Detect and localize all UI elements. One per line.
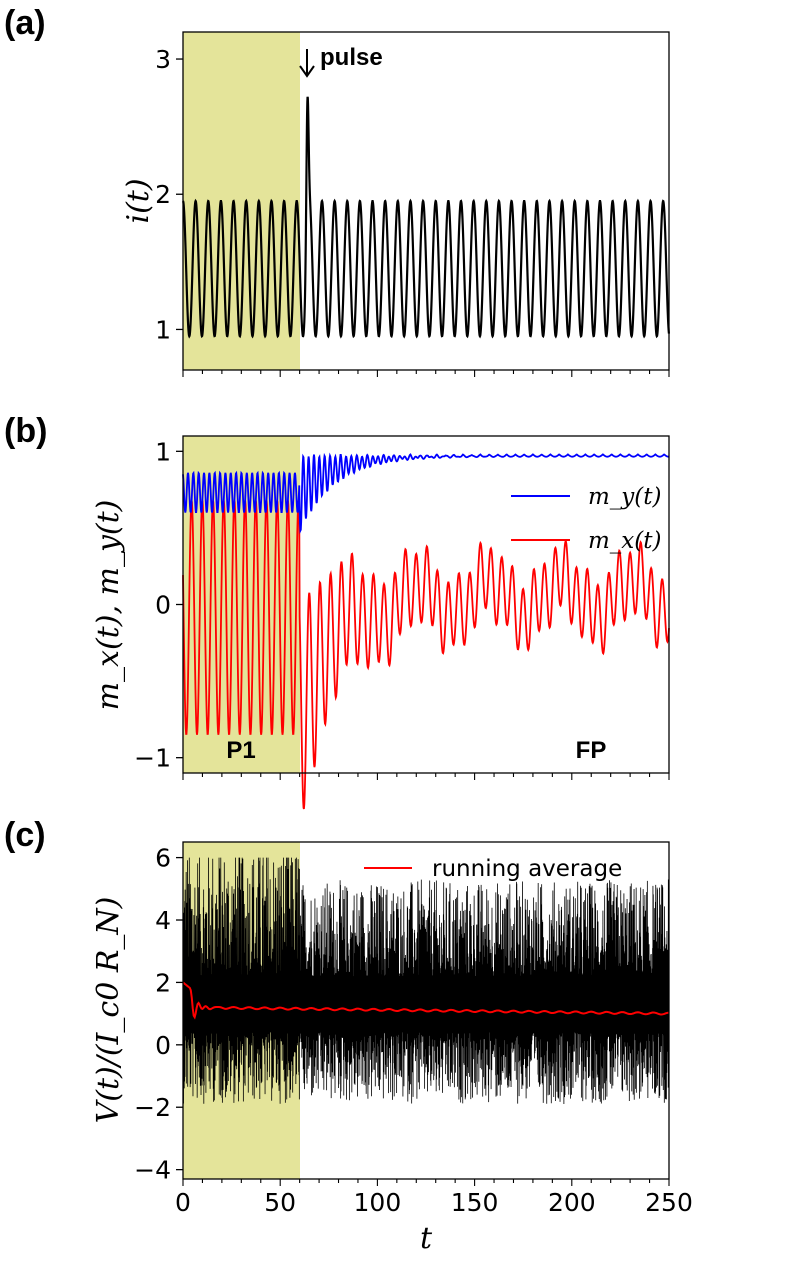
y-tick-label: 2 <box>155 968 171 997</box>
y-tick-label: 0 <box>155 591 171 620</box>
x-tick-label: 100 <box>354 1188 402 1217</box>
panel-b-series-mx <box>182 500 670 810</box>
y-tick-label: 2 <box>155 180 171 209</box>
panel-c-series-v <box>182 857 670 1105</box>
region-label-p1: P1 <box>226 737 255 764</box>
y-tick-label: −2 <box>134 1093 171 1122</box>
region-label-fp: FP <box>576 737 607 764</box>
panel-c-y-label: V(t)/(I_c0 R_N) <box>91 897 126 1124</box>
panel-b-x-ticks <box>182 773 670 780</box>
panel-c-x-ticks: 0 50 100 150 200 250 <box>175 1179 693 1217</box>
panel-a-y-ticks: 1 2 3 <box>155 45 183 344</box>
panel-b-legend: m_y(t) m_x(t) <box>511 484 662 554</box>
x-tick-label: 50 <box>264 1188 296 1217</box>
legend-label-my: m_y(t) <box>588 484 662 510</box>
y-tick-label: 3 <box>155 45 171 74</box>
panel-a-x-ticks <box>182 370 670 377</box>
panel-b-label: (b) <box>4 412 47 450</box>
x-tick-label: 250 <box>645 1188 693 1217</box>
y-tick-label: 4 <box>155 906 171 935</box>
pulse-label: pulse <box>320 44 383 71</box>
y-tick-label: −1 <box>134 744 171 773</box>
panel-c-legend: running average <box>364 856 622 882</box>
y-tick-label: 6 <box>155 844 171 873</box>
x-tick-label: 150 <box>451 1188 499 1217</box>
panel-b-y-label: m_x(t), m_y(t) <box>91 500 126 711</box>
panel-c-series-running-average <box>182 981 670 1020</box>
y-tick-label: −4 <box>134 1156 171 1185</box>
panel-a: (a) 1 2 3 i(t) pulse <box>4 4 671 377</box>
panel-b-series-my <box>182 452 670 534</box>
panel-c-y-ticks: −4 −2 0 2 4 6 <box>134 844 183 1185</box>
x-tick-label: 0 <box>175 1188 191 1217</box>
y-tick-label: 0 <box>155 1031 171 1060</box>
y-tick-label: 1 <box>155 437 171 466</box>
x-tick-label: 200 <box>548 1188 596 1217</box>
pulse-arrow-head <box>299 65 315 78</box>
panel-c: (c) −4 −2 0 2 4 6 0 50 100 150 200 250 V(t)/(I_c0 … <box>4 816 693 1256</box>
panel-b: (b) −1 0 1 m_x(t), m_y(t) P1 FP m_y(t) m_x… <box>4 412 670 810</box>
legend-label-running-average: running average <box>432 856 622 882</box>
legend-label-mx: m_x(t) <box>588 528 661 554</box>
pulse-annotation: pulse <box>299 44 383 78</box>
panel-a-label: (a) <box>4 4 46 42</box>
panel-c-frame <box>182 841 670 1180</box>
panel-b-y-ticks: −1 0 1 <box>134 437 183 773</box>
panel-c-label: (c) <box>4 816 46 854</box>
panel-a-series-i <box>182 96 671 339</box>
y-tick-label: 1 <box>155 315 171 344</box>
panel-c-x-label: t <box>420 1221 433 1256</box>
panel-a-y-label: i(t) <box>121 178 156 223</box>
panel-a-frame <box>182 31 670 371</box>
